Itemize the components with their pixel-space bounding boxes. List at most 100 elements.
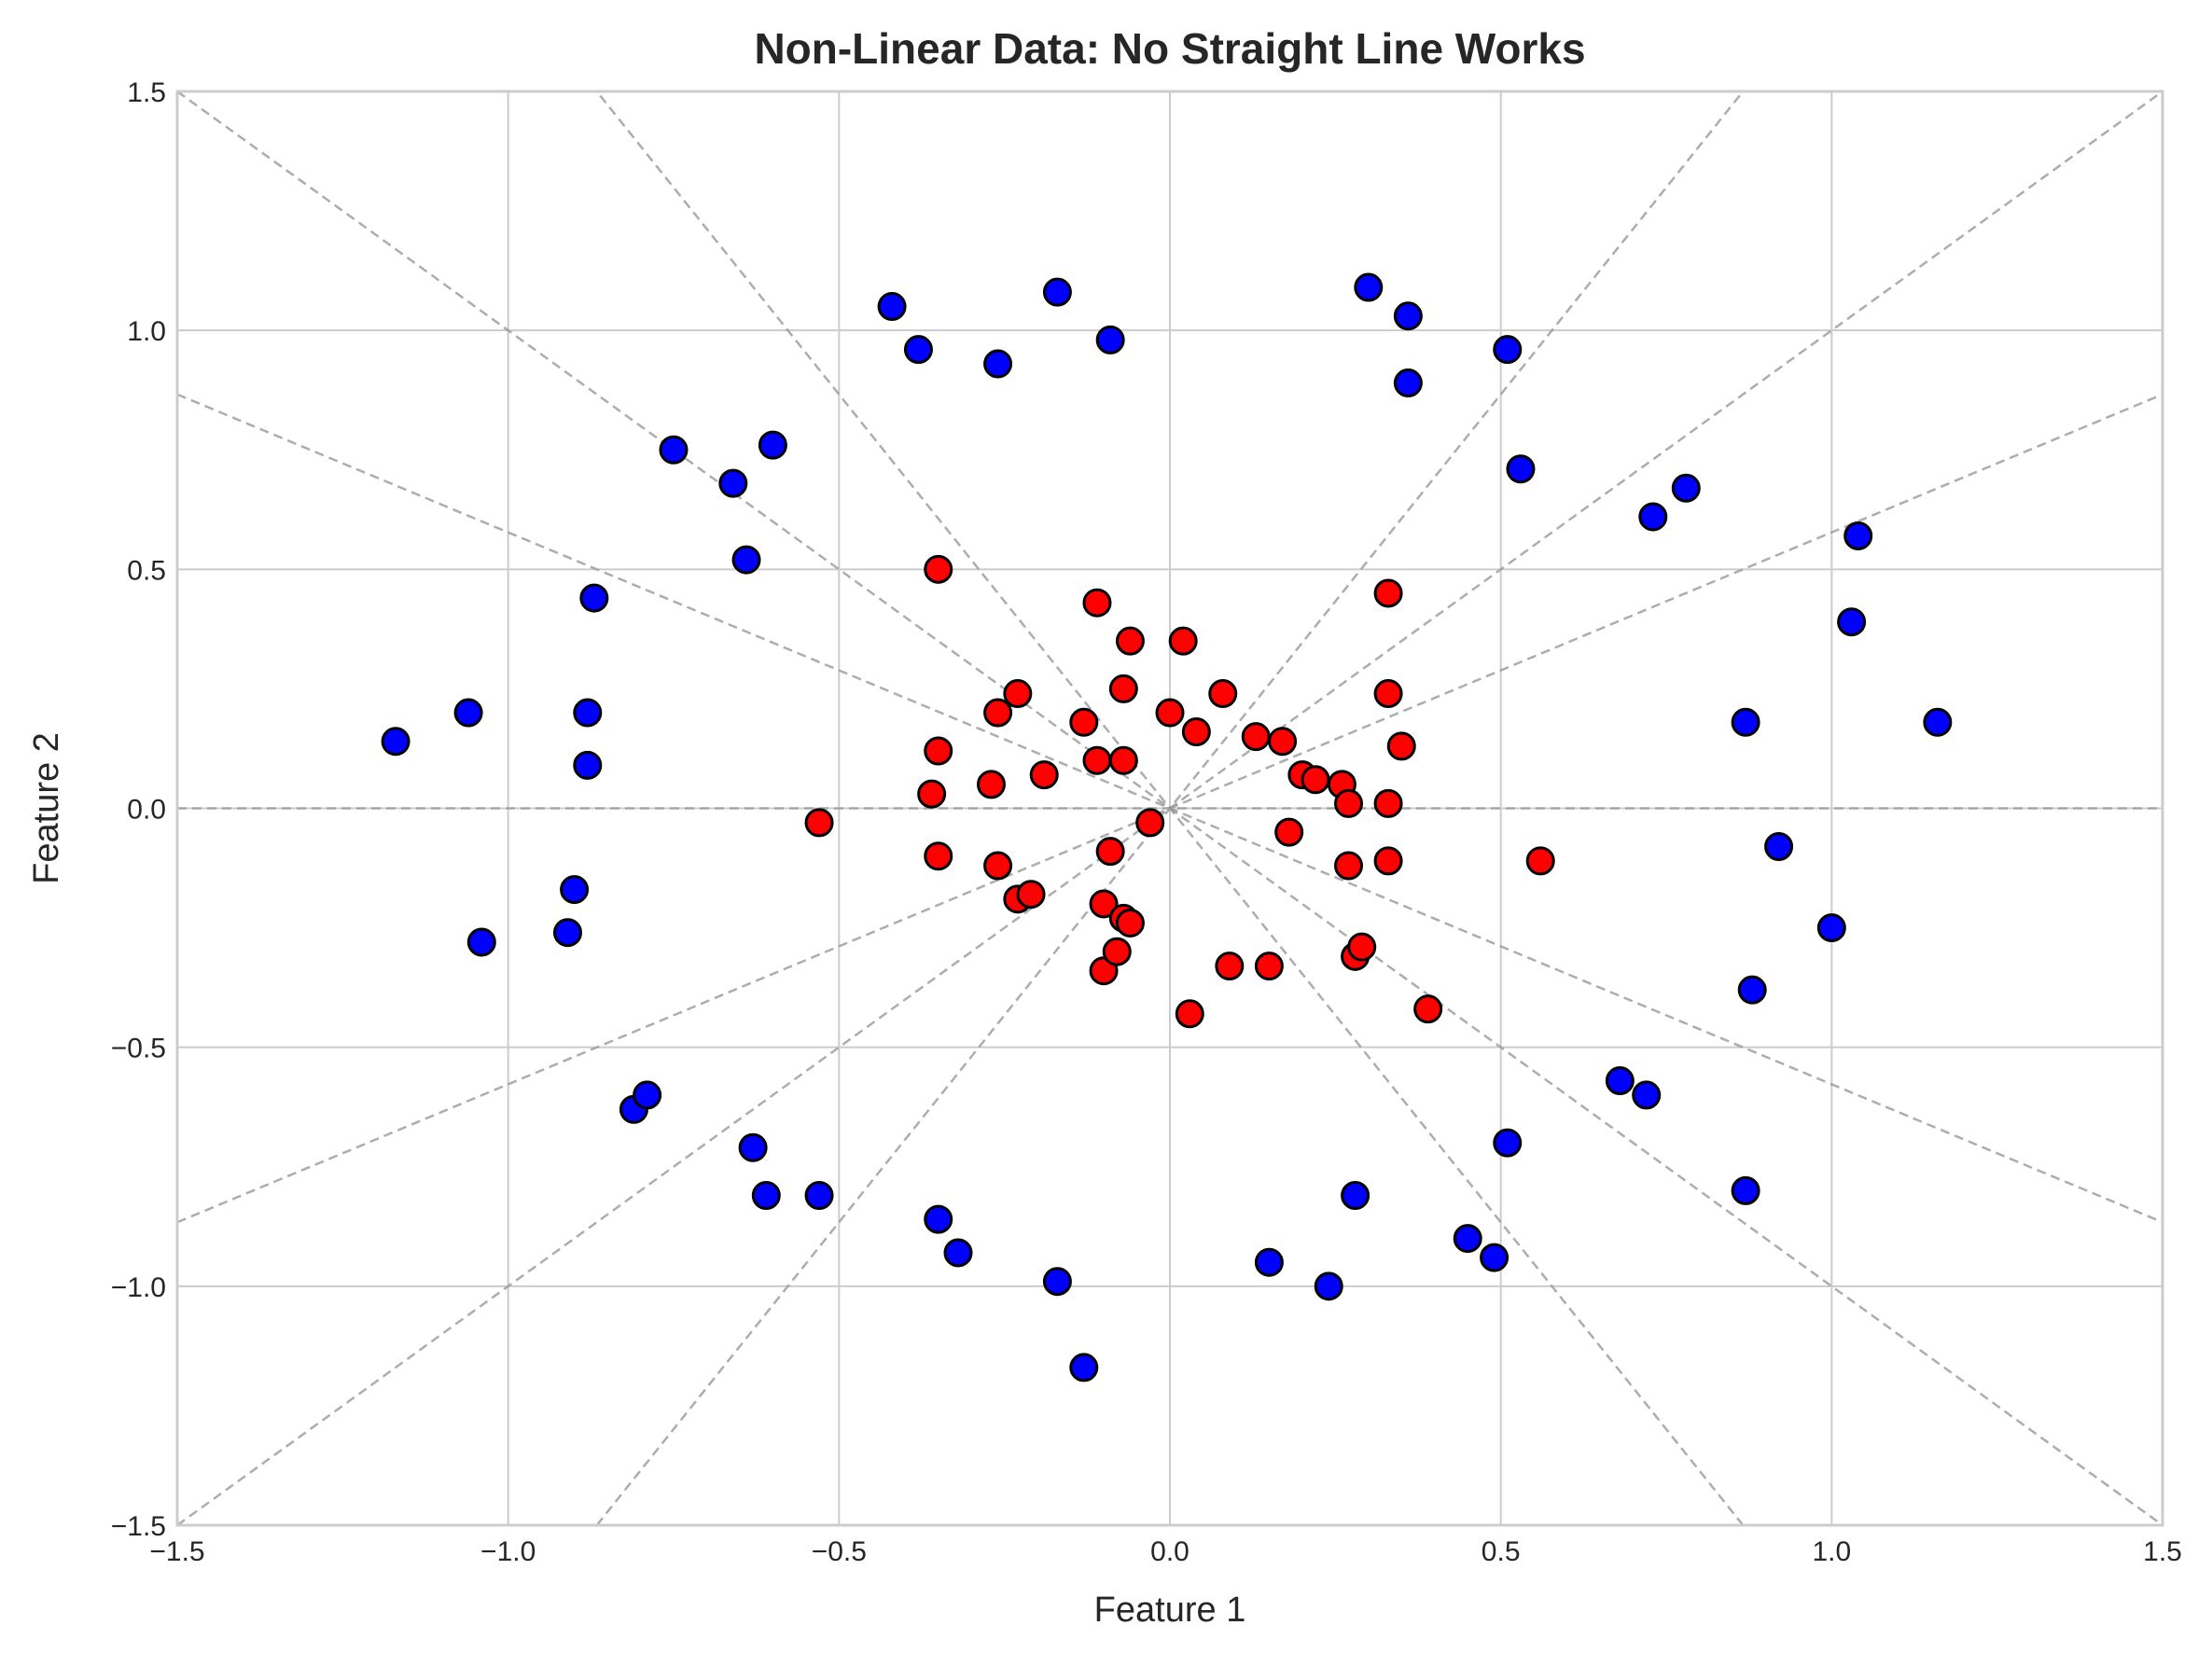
- outer-ring-point: [751, 1180, 781, 1210]
- inner-cluster-point: [1168, 626, 1198, 656]
- outer-ring-point: [877, 292, 907, 322]
- outer-ring-point: [573, 750, 603, 780]
- x-tick-label: 1.0: [1812, 1536, 1851, 1567]
- inner-cluster-point: [924, 554, 953, 584]
- outer-ring-point: [1254, 1247, 1284, 1277]
- outer-ring-point: [1393, 301, 1423, 331]
- inner-cluster-point: [1069, 707, 1099, 737]
- outer-ring-point: [1638, 502, 1668, 532]
- y-tick-label: −1.0: [111, 1272, 166, 1303]
- x-tick-label: −1.0: [480, 1536, 536, 1567]
- inner-cluster-point: [1301, 765, 1330, 795]
- x-tick-label: 1.5: [2143, 1536, 2182, 1567]
- inner-cluster-point: [1089, 889, 1119, 919]
- outer-ring-point: [1069, 1353, 1099, 1382]
- outer-ring-point: [633, 1080, 662, 1110]
- inner-cluster-point: [917, 779, 947, 809]
- inner-cluster-point: [1029, 760, 1059, 790]
- y-axis-label: Feature 2: [27, 732, 66, 884]
- y-tick-label: −0.5: [111, 1034, 166, 1064]
- inner-cluster-point: [976, 770, 1006, 799]
- outer-ring-point: [1493, 335, 1523, 365]
- inner-cluster-point: [1102, 937, 1132, 966]
- outer-ring-point: [381, 727, 410, 757]
- outer-ring-point: [1095, 325, 1125, 354]
- outer-ring-point: [1493, 1128, 1523, 1158]
- inner-cluster-point: [1215, 952, 1245, 981]
- inner-cluster-point: [1082, 588, 1112, 618]
- x-tick-label: −1.5: [149, 1536, 204, 1567]
- outer-ring-point: [1737, 975, 1767, 1005]
- outer-ring-point: [1506, 454, 1536, 484]
- reference-lines: [176, 90, 2163, 1527]
- x-tick-label: 0.5: [1482, 1536, 1521, 1567]
- inner-cluster-point: [1082, 745, 1112, 775]
- inner-cluster-point: [1208, 679, 1238, 709]
- inner-cluster-point: [1334, 851, 1364, 881]
- outer-ring-point: [1671, 473, 1701, 503]
- chart-title: Non-Linear Data: No Straight Line Works: [754, 24, 1585, 73]
- inner-cluster-point: [1108, 674, 1138, 703]
- y-tick-label: −1.5: [111, 1511, 166, 1542]
- x-axis-label: Feature 1: [1094, 1590, 1246, 1630]
- outer-ring-point: [1480, 1243, 1509, 1272]
- inner-cluster-point: [1016, 880, 1046, 910]
- outer-ring-point: [1605, 1066, 1635, 1096]
- inner-cluster-point: [983, 851, 1013, 881]
- outer-ring-point: [943, 1238, 973, 1268]
- outer-ring-point: [1731, 1175, 1760, 1205]
- inner-cluster-point: [1181, 717, 1211, 747]
- inner-cluster-point: [1175, 999, 1204, 1029]
- y-tick-labels: −1.5 −1.0 −0.5 0.0 0.5 1.0 1.5: [111, 77, 166, 1542]
- inner-cluster-point: [1413, 994, 1443, 1024]
- outer-ring-point: [560, 875, 590, 905]
- inner-cluster-point: [1115, 908, 1145, 938]
- inner-cluster-point: [1135, 808, 1165, 838]
- inner-cluster-point: [1525, 846, 1555, 876]
- outer-ring-point: [1042, 277, 1072, 307]
- inner-cluster-point: [1254, 952, 1284, 981]
- outer-ring-point: [453, 698, 483, 728]
- x-tick-labels: −1.5 −1.0 −0.5 0.0 0.5 1.0 1.5: [149, 1536, 2181, 1567]
- inner-cluster-point: [804, 808, 834, 838]
- inner-cluster-point: [1155, 698, 1185, 728]
- inner-cluster-point: [1334, 788, 1364, 818]
- outer-ring-point: [573, 698, 603, 728]
- outer-ring-point: [1837, 607, 1867, 637]
- outer-ring-point: [1764, 831, 1794, 861]
- outer-ring-point: [1731, 707, 1760, 737]
- outer-ring-point: [903, 335, 933, 365]
- outer-ring-point: [1816, 913, 1846, 943]
- inner-cluster-point: [1268, 727, 1298, 757]
- inner-cluster-point: [924, 736, 953, 766]
- inner-cluster-point: [1274, 817, 1304, 847]
- inner-cluster-point: [1115, 626, 1145, 656]
- outer-ring-point: [731, 545, 761, 575]
- outer-ring-point: [924, 1204, 953, 1234]
- inner-cluster-point: [1373, 788, 1403, 818]
- outer-ring-point: [804, 1180, 834, 1210]
- inner-cluster-point: [924, 841, 953, 871]
- outer-ring-point: [1314, 1271, 1343, 1301]
- x-tick-label: 0.0: [1150, 1536, 1189, 1567]
- inner-cluster-point: [1373, 846, 1403, 876]
- outer-ring-point: [1453, 1224, 1482, 1254]
- outer-ring-point: [659, 435, 689, 465]
- plot-frame: [175, 90, 2164, 1527]
- outer-ring-point: [466, 927, 496, 957]
- inner-cluster-point: [1373, 578, 1403, 608]
- inner-cluster-point: [1003, 679, 1033, 709]
- outer-ring-point: [1393, 368, 1423, 398]
- outer-ring-point: [1843, 521, 1873, 550]
- data-points: [381, 272, 1953, 1382]
- outer-ring-point: [718, 468, 748, 498]
- outer-ring-point: [579, 583, 609, 613]
- outer-ring-point: [1923, 707, 1953, 737]
- reference-line: [176, 90, 2163, 1527]
- x-tick-label: −0.5: [812, 1536, 867, 1567]
- inner-cluster-point: [1347, 932, 1377, 962]
- outer-ring-point: [553, 918, 583, 948]
- inner-cluster-point: [1241, 722, 1271, 752]
